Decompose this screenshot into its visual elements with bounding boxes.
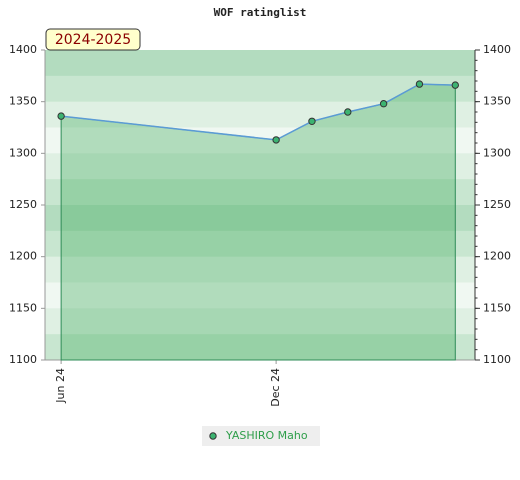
y-tick-label: 1300 [9,146,37,159]
legend-box [202,426,320,446]
stripe [45,334,475,361]
y2-tick-label: 1400 [483,43,511,56]
y-tick-label: 1100 [9,353,37,366]
y2-tick-label: 1300 [483,146,511,159]
stripe [45,153,475,180]
x-tick-label: Jun 24 [54,368,67,404]
stripe [45,75,475,103]
y-tick-label: 1400 [9,43,37,56]
point [57,112,65,120]
point [344,108,352,116]
point [379,100,388,108]
annotation-box [45,28,141,51]
y-tick-label: 1250 [9,198,37,211]
stripe [45,101,475,128]
x-tick-label: Dec 24 [269,368,282,407]
y2-tick-label: 1250 [483,198,511,211]
plot-background [45,50,475,361]
stripe [45,256,475,283]
y2-tick-label: 1350 [483,95,511,108]
point [451,81,459,89]
stripe [45,179,475,206]
chart-title: WOF ratinglist [214,6,307,19]
stripe [45,50,475,77]
y-tick-label: 1350 [9,95,37,108]
legend-marker [209,432,217,440]
stripe [45,205,475,232]
stripe [45,308,475,335]
y-tick-label: 1150 [9,301,37,314]
y2-tick-label: 1150 [483,301,511,314]
point [415,80,424,88]
annotation: 2024-2025 [55,32,131,48]
stripe [45,230,475,258]
point [308,117,316,126]
y-tick-label: 1200 [9,250,37,263]
y2-tick-label: 1200 [483,250,511,263]
legend-label: YASHIRO Maho [225,429,308,442]
point [272,136,280,144]
y2-tick-label: 1100 [483,353,511,366]
stripe [45,282,475,309]
stripe [45,127,475,154]
